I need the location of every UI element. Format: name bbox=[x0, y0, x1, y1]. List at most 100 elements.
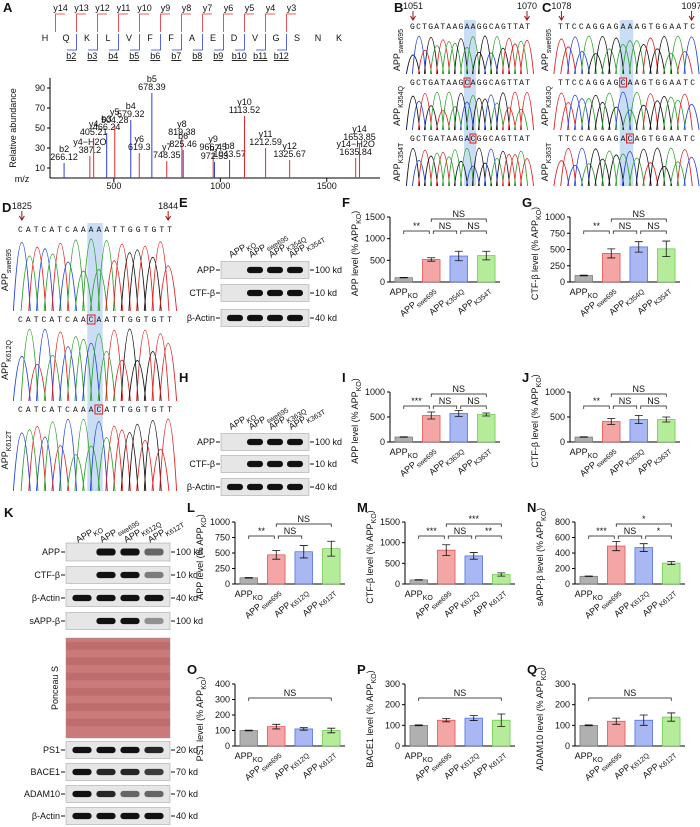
trace-peak bbox=[74, 271, 93, 312]
band bbox=[287, 438, 303, 446]
peak-label: b5 bbox=[147, 74, 157, 84]
highlight bbox=[87, 223, 95, 491]
significance-label: NS bbox=[624, 688, 637, 698]
y-axis-label-part: ) bbox=[535, 508, 545, 511]
trace-peak bbox=[453, 161, 469, 187]
stain-band bbox=[66, 718, 170, 727]
band bbox=[287, 289, 303, 297]
row-label-part: K354T bbox=[398, 142, 405, 163]
residue: V bbox=[252, 33, 258, 43]
error-bar bbox=[469, 715, 478, 721]
trace-peak bbox=[66, 336, 85, 402]
significance-label: * bbox=[642, 514, 646, 524]
position-label: 1078 bbox=[551, 1, 571, 11]
lane-label: APPK612T bbox=[146, 516, 187, 547]
row-label: APP bbox=[197, 437, 215, 447]
significance-bracket bbox=[588, 697, 672, 701]
bar bbox=[449, 413, 468, 443]
bar bbox=[267, 726, 286, 747]
bar bbox=[294, 728, 313, 747]
trace-peak bbox=[513, 150, 529, 187]
y-tick-label: 600 bbox=[555, 533, 570, 543]
row-label: β-Actin bbox=[187, 482, 215, 492]
panel-letter: D bbox=[2, 200, 11, 215]
trace-peak bbox=[642, 162, 659, 187]
highlight bbox=[95, 223, 103, 491]
panel-letter: I bbox=[342, 370, 346, 385]
y-axis-label-part: BACE1 level (% APP bbox=[365, 684, 375, 768]
y-tick-label: 1000 bbox=[380, 538, 400, 548]
error-bar bbox=[327, 727, 336, 734]
trace-peak bbox=[82, 238, 101, 312]
bar bbox=[579, 575, 598, 585]
band bbox=[144, 790, 164, 798]
error-bar bbox=[579, 436, 588, 438]
marker-label: 100 kd bbox=[176, 616, 203, 626]
panel-letter: J bbox=[522, 370, 529, 385]
peak-label: y7 bbox=[162, 142, 172, 152]
trace-peak bbox=[477, 98, 493, 131]
residue: F bbox=[147, 33, 153, 43]
marker-label: 100 kd bbox=[315, 437, 342, 447]
y-tick-label: 300 bbox=[215, 695, 230, 705]
trace-peak bbox=[151, 241, 170, 312]
highlight bbox=[619, 20, 627, 186]
row-label: sAPP-β bbox=[29, 616, 60, 626]
y-tick-label: 30 bbox=[35, 143, 45, 153]
error-bar bbox=[579, 274, 588, 277]
error-bar bbox=[639, 543, 648, 552]
row-label-part: APP bbox=[392, 53, 402, 71]
y-tick-label: 100 bbox=[215, 726, 230, 736]
trace-peak bbox=[136, 329, 154, 402]
b-ion-label: b9 bbox=[213, 51, 223, 61]
x-tick-label-part: KO bbox=[253, 757, 264, 764]
trace-peak bbox=[447, 106, 463, 131]
x-tick-label-part: KO bbox=[253, 595, 264, 602]
y-ion-label: y12 bbox=[95, 3, 110, 13]
significance-label: NS bbox=[647, 396, 660, 406]
trace-peak bbox=[465, 95, 481, 131]
peak-mz: 1635.84 bbox=[339, 147, 372, 157]
trace-peak bbox=[97, 239, 116, 312]
b-ion-label: b2 bbox=[66, 51, 76, 61]
trace-peak bbox=[59, 419, 77, 492]
trace-peak bbox=[51, 445, 70, 492]
significance-bracket bbox=[588, 535, 615, 539]
significance-label: NS bbox=[284, 688, 297, 698]
row-label-part: swe695 bbox=[6, 249, 13, 273]
trace-peak bbox=[580, 97, 597, 131]
trace-peak bbox=[89, 269, 108, 312]
trace-peak bbox=[120, 328, 139, 402]
panel-letter: O bbox=[187, 662, 197, 677]
trace-peak bbox=[74, 338, 93, 402]
peak-mz: 972.53 bbox=[201, 151, 229, 161]
trace-peak bbox=[89, 333, 108, 402]
peak-label: y14 bbox=[352, 124, 367, 134]
panel-letter: C bbox=[542, 0, 552, 15]
y-ion-label: y11 bbox=[117, 3, 131, 13]
trace-peak bbox=[471, 51, 487, 75]
band bbox=[144, 812, 164, 820]
trace-peak bbox=[453, 93, 469, 131]
band bbox=[120, 571, 140, 579]
error-bar bbox=[454, 250, 463, 262]
y-axis-label: CTF-β level (% APPKO) bbox=[530, 374, 543, 467]
sequence: TTCCAGGAGAAAGTGGAATC bbox=[558, 23, 695, 32]
trace-peak bbox=[66, 454, 85, 492]
trace-peak bbox=[20, 429, 39, 492]
band bbox=[267, 289, 283, 297]
x-tick-label-part: K612T bbox=[318, 590, 339, 609]
trace-peak bbox=[580, 163, 597, 187]
marker-label: 40 kd bbox=[315, 313, 337, 323]
y-ion-bracket bbox=[202, 13, 212, 32]
residue: L bbox=[105, 33, 110, 43]
trace-peak bbox=[649, 100, 666, 131]
y-tick-label: 500 bbox=[370, 412, 385, 422]
y-tick-label: 0 bbox=[225, 741, 230, 751]
significance-label: NS bbox=[284, 526, 297, 536]
x-axis-label: m/z bbox=[15, 174, 30, 184]
trace-peak bbox=[105, 329, 124, 402]
error-bar bbox=[667, 561, 676, 566]
trace-peak bbox=[59, 346, 77, 402]
error-bar bbox=[469, 552, 478, 560]
